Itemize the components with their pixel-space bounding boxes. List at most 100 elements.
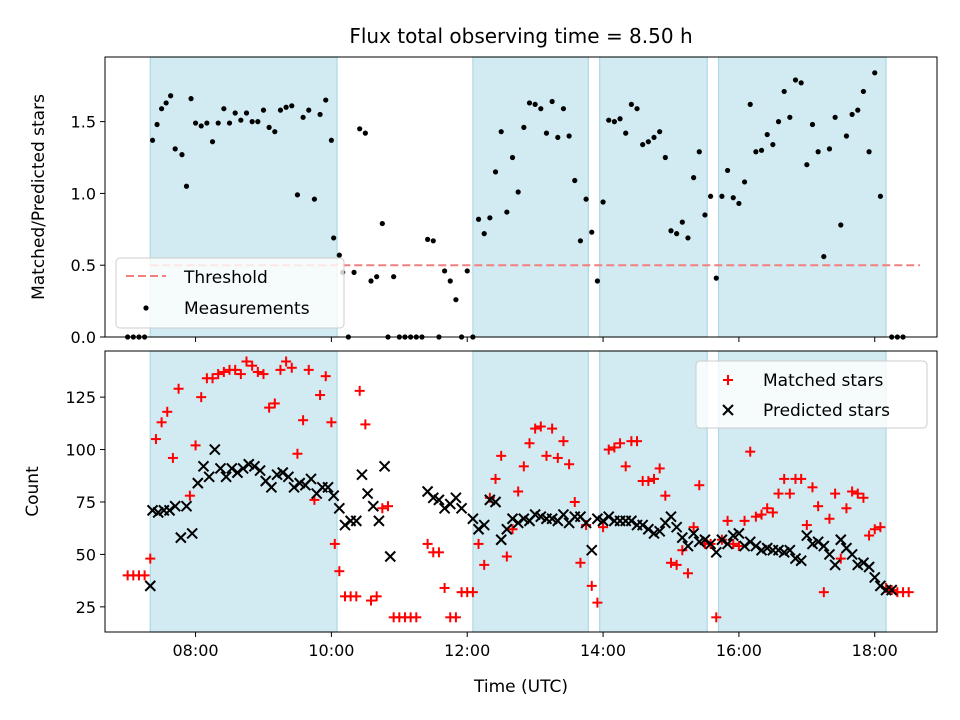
measurement-point (674, 231, 680, 237)
matched-star-point (252, 366, 263, 377)
predicted-star-point (580, 517, 592, 529)
matched-star-point (258, 369, 269, 380)
predicted-star-point (812, 536, 824, 548)
predicted-star-point (220, 471, 232, 483)
predicted-star-point (203, 471, 215, 483)
measurement-point (634, 106, 640, 112)
x-axis-ticks: 08:00 10:00 12:00 14:00 16:00 18:00 (173, 632, 898, 660)
y-axis-ticks: 0.0 0.5 1.0 1.5 (71, 113, 105, 347)
matched-star-point (162, 406, 173, 417)
measurement-point (300, 114, 306, 120)
matched-star-point (218, 366, 229, 377)
measurement-point (149, 137, 156, 143)
matched-star-point (745, 446, 756, 457)
legend-predicted-label: Predicted stars (763, 401, 890, 421)
measurement-point (188, 96, 194, 102)
observing-window-band (472, 350, 589, 633)
measurement-point (826, 146, 833, 152)
measurement-point (572, 177, 578, 184)
measurement-point (543, 130, 550, 136)
measurement-point (515, 189, 521, 195)
measurement-point (747, 101, 753, 107)
matched-star-point (513, 486, 524, 497)
predicted-star-point (874, 580, 887, 592)
matched-star-point (433, 547, 444, 558)
matched-star-point (303, 364, 314, 375)
matched-star-point (541, 450, 552, 461)
matched-star-point (694, 480, 705, 491)
measurement-point (238, 117, 244, 123)
matched-star-point (552, 452, 563, 463)
predicted-star-point (305, 473, 317, 485)
matched-star-point (824, 513, 835, 524)
predicted-star-point (676, 531, 689, 544)
predicted-star-point (801, 529, 813, 542)
measurement-point (877, 193, 884, 199)
x-axis-label: Time (UTC) (473, 677, 568, 697)
predicted-star-point (450, 492, 462, 504)
measurement-point (753, 149, 759, 155)
predicted-star-point (835, 534, 847, 546)
legend-matched-swatch (723, 375, 733, 385)
measurement-point (577, 238, 584, 244)
measurement-point (758, 147, 765, 153)
matched-star-point (173, 383, 184, 394)
matched-star-point (382, 501, 393, 512)
measurement-point (815, 149, 821, 155)
matched-star-point (524, 438, 535, 449)
matched-star-point (818, 587, 829, 598)
matched-star-point (575, 557, 586, 568)
predicted-star-point (784, 544, 796, 556)
matched-star-point (586, 580, 597, 591)
y-tick-label: 0.5 (71, 256, 96, 275)
matched-star-point (371, 591, 382, 602)
y-tick-label: 25 (76, 598, 96, 617)
matched-star-point (354, 385, 365, 396)
predicted-star-point (209, 443, 221, 456)
predicted-star-point (557, 508, 570, 521)
y-tick-label: 0.0 (71, 328, 96, 347)
measurement-point (311, 196, 318, 202)
x-tick-label: 18:00 (852, 641, 898, 660)
measurement-point (566, 133, 572, 139)
measurement-point (179, 152, 185, 158)
predicted-star-point (231, 466, 244, 479)
predicted-star-point (226, 462, 238, 475)
matched-star-point (439, 582, 450, 593)
measurement-point (606, 117, 612, 123)
predicted-star-point (197, 460, 210, 473)
matched-star-point (292, 448, 303, 459)
predicted-star-point (180, 500, 193, 512)
matched-star-point (360, 419, 371, 430)
predicted-star-point (823, 548, 836, 561)
measurement-point (168, 93, 174, 99)
predicted-star-point (489, 496, 502, 508)
measurement-point (532, 101, 538, 107)
measurement-point (425, 236, 431, 242)
measurement-point (289, 103, 295, 109)
measurement-point (487, 215, 493, 221)
measurement-point (272, 129, 278, 135)
predicted-star-point (433, 494, 445, 506)
measurement-point (713, 275, 719, 281)
measurement-point (645, 139, 651, 145)
matched-star-point (767, 507, 778, 518)
matched-star-point (507, 524, 518, 535)
measurement-point (481, 231, 487, 237)
matched-star-point (326, 417, 337, 428)
measurement-point (843, 133, 850, 139)
predicted-star-point (750, 540, 762, 552)
predicted-star-point (373, 515, 385, 527)
measurement-point (379, 220, 385, 227)
matched-star-point (496, 450, 507, 461)
predicted-star-point (744, 536, 756, 548)
measurement-point (583, 196, 589, 202)
measurement-point (708, 193, 714, 199)
measurement-point (172, 146, 178, 152)
measurement-point (498, 129, 504, 135)
measurement-point (283, 104, 289, 110)
measurement-point (328, 137, 334, 143)
predicted-star-point (642, 523, 655, 535)
measurement-point (662, 154, 668, 161)
